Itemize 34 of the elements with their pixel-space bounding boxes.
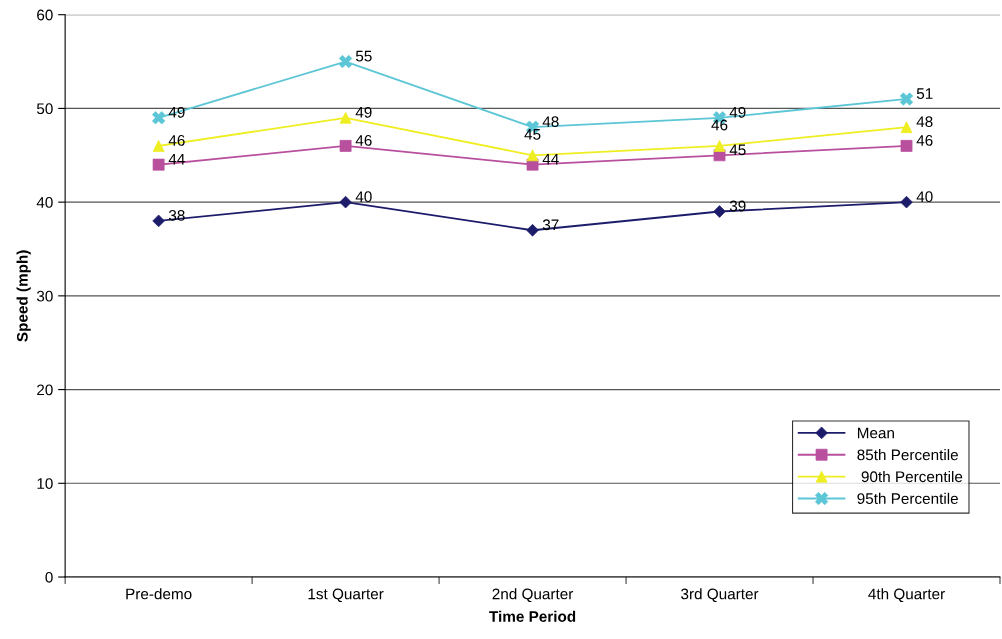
y-tick-label: 30 (36, 290, 53, 302)
y-axis-title: Speed (mph) (16, 250, 31, 342)
data-label: 45 (729, 144, 746, 156)
legend-label: 95th Percentile (857, 492, 958, 505)
x-tick-label: 1st Quarter (308, 588, 384, 603)
data-label: 40 (355, 191, 372, 203)
y-tick-label: 60 (37, 9, 53, 21)
y-tick-label: 20 (37, 384, 53, 396)
legend-label: 90th Percentile (861, 470, 963, 483)
x-tick-label: 2nd Quarter (492, 588, 574, 603)
data-label: 46 (355, 135, 372, 146)
y-tick-label: 0 (45, 571, 53, 583)
legend-label: 85th Percentile (857, 449, 958, 461)
data-label: 48 (542, 116, 559, 128)
x-tick-label: Pre-demo (126, 588, 192, 600)
data-label: 49 (355, 106, 372, 118)
data-label: 55 (355, 50, 372, 62)
data-label: 49 (729, 106, 746, 118)
data-label: 46 (711, 119, 728, 131)
x-tick-label: 3rd Quarter (681, 588, 759, 603)
data-label: 37 (542, 219, 559, 231)
x-tick-label: 4th Quarter (868, 588, 945, 603)
legend-label: Mean (857, 427, 894, 439)
data-label: 48 (916, 116, 933, 128)
data-label: 46 (916, 135, 933, 146)
y-tick-label: 40 (36, 197, 53, 208)
y-tick-label: 10 (37, 478, 53, 489)
data-label: 44 (542, 153, 559, 165)
data-label: 39 (729, 200, 746, 212)
data-label: 40 (916, 191, 933, 203)
y-tick-label: 50 (36, 103, 53, 115)
x-axis-title: Time Period (489, 610, 576, 622)
data-label: 45 (524, 129, 541, 140)
data-label: 51 (916, 88, 933, 99)
